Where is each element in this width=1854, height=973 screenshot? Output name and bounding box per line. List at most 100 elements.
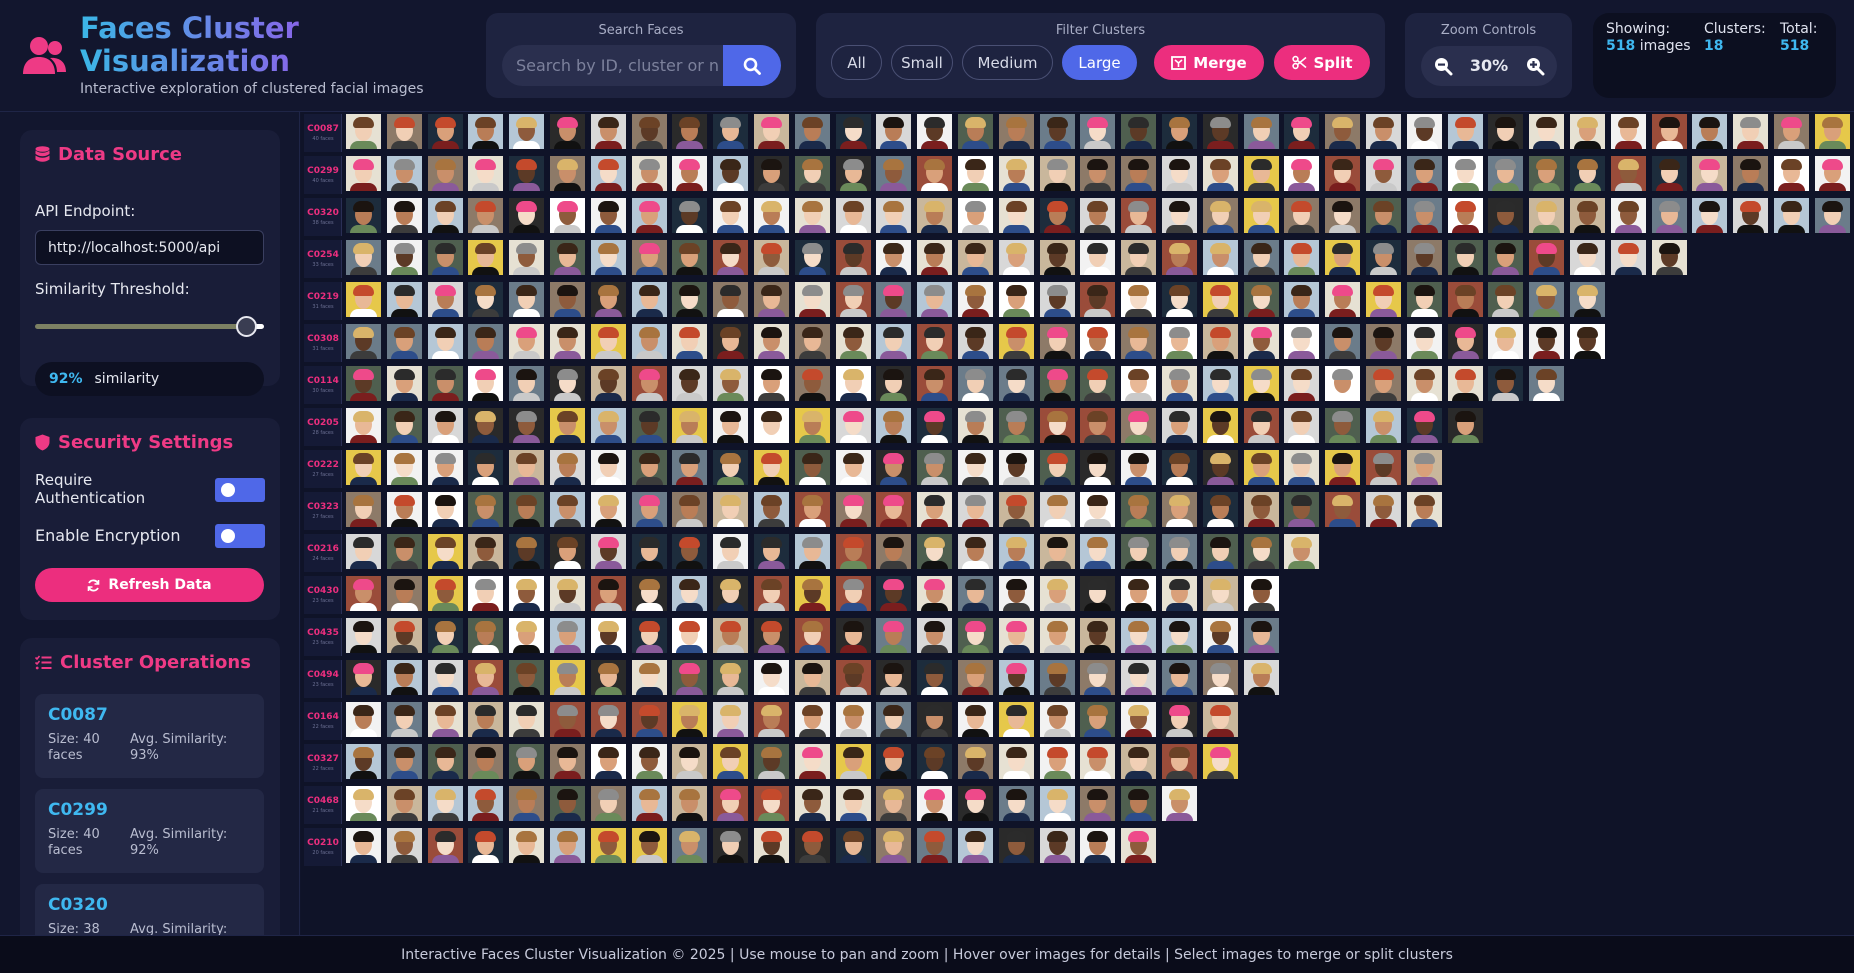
face-thumbnail[interactable]: [509, 240, 545, 275]
face-thumbnail[interactable]: [1284, 492, 1320, 527]
face-thumbnail[interactable]: [1570, 324, 1605, 359]
face-thumbnail[interactable]: [1610, 240, 1646, 275]
face-thumbnail[interactable]: [713, 282, 749, 317]
face-thumbnail[interactable]: [713, 534, 749, 569]
face-thumbnail[interactable]: [386, 408, 422, 443]
face-thumbnail[interactable]: [590, 702, 626, 737]
face-thumbnail[interactable]: [1651, 240, 1687, 275]
face-thumbnail[interactable]: [427, 660, 463, 695]
cluster-row-label[interactable]: C0327 22 faces: [304, 744, 342, 782]
face-thumbnail[interactable]: [1039, 576, 1075, 611]
face-thumbnail[interactable]: [346, 198, 381, 233]
face-thumbnail[interactable]: [468, 618, 504, 653]
face-thumbnail[interactable]: [794, 576, 830, 611]
face-thumbnail[interactable]: [1284, 198, 1320, 233]
face-thumbnail[interactable]: [672, 786, 708, 821]
face-thumbnail[interactable]: [1039, 744, 1075, 779]
face-thumbnail[interactable]: [386, 282, 422, 317]
face-thumbnail[interactable]: [1529, 240, 1565, 275]
face-thumbnail[interactable]: [468, 786, 504, 821]
face-thumbnail[interactable]: [631, 114, 667, 149]
face-thumbnail[interactable]: [794, 450, 830, 485]
face-thumbnail[interactable]: [835, 786, 871, 821]
face-thumbnail[interactable]: [958, 534, 993, 569]
face-thumbnail[interactable]: [1243, 114, 1279, 149]
face-thumbnail[interactable]: [876, 450, 912, 485]
face-thumbnail[interactable]: [672, 534, 708, 569]
face-thumbnail[interactable]: [1366, 198, 1401, 233]
face-thumbnail[interactable]: [1162, 660, 1197, 695]
face-thumbnail[interactable]: [754, 282, 789, 317]
face-thumbnail[interactable]: [631, 408, 667, 443]
face-thumbnail[interactable]: [590, 744, 626, 779]
cluster-row-label[interactable]: C0210 20 faces: [304, 828, 342, 866]
face-thumbnail[interactable]: [917, 534, 953, 569]
face-thumbnail[interactable]: [1121, 618, 1157, 653]
face-thumbnail[interactable]: [1406, 408, 1442, 443]
face-thumbnail[interactable]: [346, 786, 381, 821]
face-thumbnail[interactable]: [1162, 114, 1197, 149]
face-thumbnail[interactable]: [1080, 450, 1116, 485]
face-thumbnail[interactable]: [1243, 240, 1279, 275]
face-thumbnail[interactable]: [794, 828, 830, 863]
face-thumbnail[interactable]: [672, 240, 708, 275]
face-thumbnail[interactable]: [590, 114, 626, 149]
face-thumbnail[interactable]: [794, 702, 830, 737]
face-thumbnail[interactable]: [998, 450, 1034, 485]
face-thumbnail[interactable]: [1488, 366, 1524, 401]
face-thumbnail[interactable]: [427, 492, 463, 527]
face-thumbnail[interactable]: [1162, 576, 1197, 611]
face-thumbnail[interactable]: [1366, 492, 1401, 527]
face-thumbnail[interactable]: [1202, 702, 1238, 737]
face-thumbnail[interactable]: [958, 702, 993, 737]
face-thumbnail[interactable]: [1121, 240, 1157, 275]
face-thumbnail[interactable]: [917, 324, 953, 359]
face-thumbnail[interactable]: [1039, 282, 1075, 317]
face-thumbnail[interactable]: [1366, 114, 1401, 149]
face-thumbnail[interactable]: [1325, 324, 1361, 359]
face-thumbnail[interactable]: [468, 324, 504, 359]
face-thumbnail[interactable]: [1202, 324, 1238, 359]
face-thumbnail[interactable]: [509, 114, 545, 149]
face-thumbnail[interactable]: [998, 156, 1034, 191]
face-thumbnail[interactable]: [386, 492, 422, 527]
face-thumbnail[interactable]: [631, 366, 667, 401]
face-thumbnail[interactable]: [672, 828, 708, 863]
face-thumbnail[interactable]: [958, 450, 993, 485]
face-thumbnail[interactable]: [713, 240, 749, 275]
face-thumbnail[interactable]: [998, 114, 1034, 149]
face-thumbnail[interactable]: [631, 786, 667, 821]
face-thumbnail[interactable]: [1039, 156, 1075, 191]
face-thumbnail[interactable]: [631, 576, 667, 611]
face-thumbnail[interactable]: [794, 324, 830, 359]
face-thumbnail[interactable]: [1406, 366, 1442, 401]
face-thumbnail[interactable]: [1570, 198, 1605, 233]
face-thumbnail[interactable]: [1488, 114, 1524, 149]
face-thumbnail[interactable]: [1162, 408, 1197, 443]
face-thumbnail[interactable]: [631, 534, 667, 569]
face-thumbnail[interactable]: [794, 660, 830, 695]
face-thumbnail[interactable]: [427, 450, 463, 485]
face-thumbnail[interactable]: [509, 198, 545, 233]
face-thumbnail[interactable]: [550, 324, 585, 359]
face-thumbnail[interactable]: [713, 156, 749, 191]
face-thumbnail[interactable]: [1162, 534, 1197, 569]
face-thumbnail[interactable]: [713, 408, 749, 443]
face-thumbnail[interactable]: [1121, 576, 1157, 611]
face-thumbnail[interactable]: [876, 702, 912, 737]
face-thumbnail[interactable]: [427, 744, 463, 779]
face-thumbnail[interactable]: [1162, 786, 1197, 821]
face-thumbnail[interactable]: [590, 618, 626, 653]
face-thumbnail[interactable]: [1202, 408, 1238, 443]
face-thumbnail[interactable]: [713, 618, 749, 653]
face-thumbnail[interactable]: [509, 408, 545, 443]
face-thumbnail[interactable]: [713, 366, 749, 401]
face-thumbnail[interactable]: [917, 492, 953, 527]
face-thumbnail[interactable]: [509, 618, 545, 653]
face-thumbnail[interactable]: [1284, 240, 1320, 275]
face-thumbnail[interactable]: [1325, 198, 1361, 233]
filter-large-button[interactable]: Large: [1062, 45, 1137, 80]
face-thumbnail[interactable]: [1121, 282, 1157, 317]
face-thumbnail[interactable]: [509, 534, 545, 569]
cluster-grid[interactable]: C0087 40 faces C0299 40 faces C0320 38 faces C…: [301, 112, 1854, 935]
